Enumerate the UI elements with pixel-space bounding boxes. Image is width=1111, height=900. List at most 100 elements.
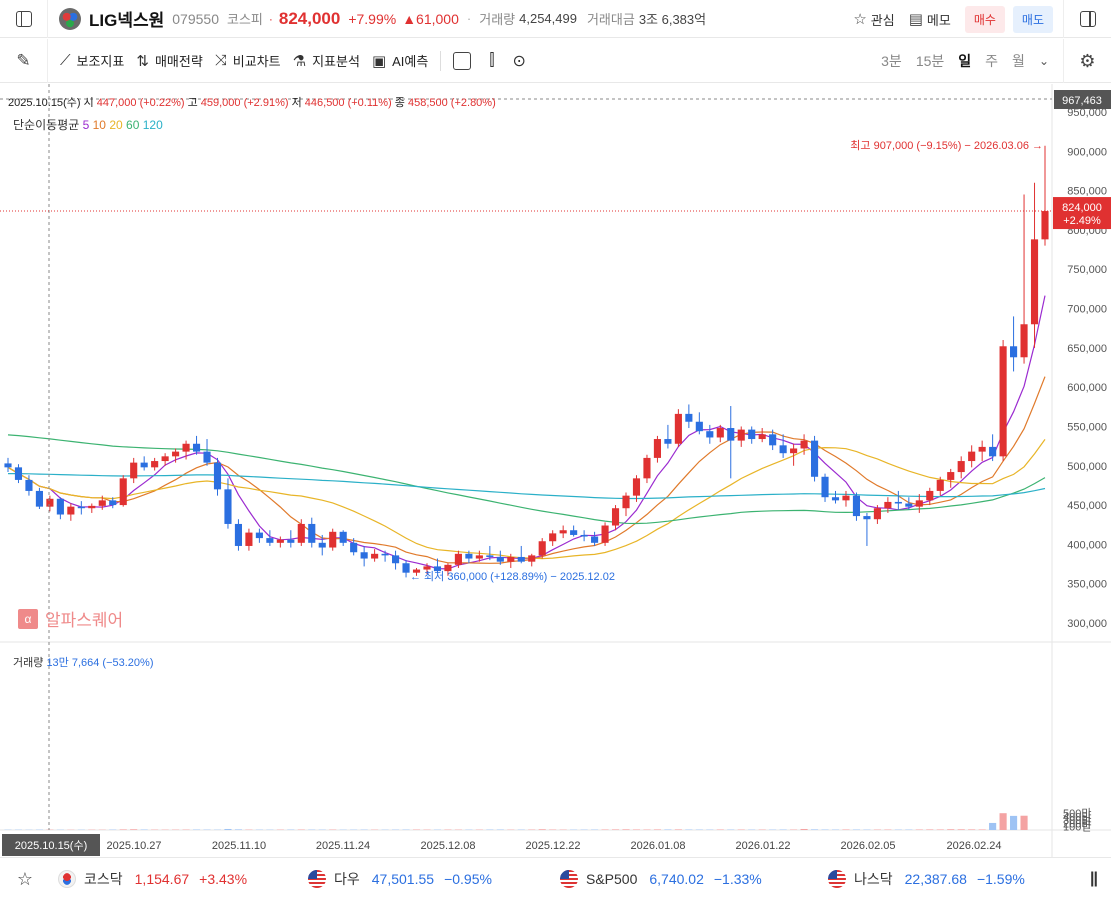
market-index-bar: ☆ 코스닥 1,154.67 +3.43% 다우 47,501.55 −0.95… (0, 857, 1111, 900)
watch-button[interactable]: ☆ 관심 (853, 10, 894, 29)
settings-button[interactable]: ⚙ (1063, 39, 1111, 83)
candle (392, 550, 400, 570)
price-chart[interactable]: 950,000900,000850,000800,000750,000700,0… (0, 84, 1111, 857)
candle-body (926, 490, 934, 501)
volume-bar (119, 829, 127, 830)
candle (98, 495, 106, 510)
chevron-down-icon[interactable]: ⌄ (1038, 54, 1049, 68)
ai-chip-icon: ▣ (371, 52, 387, 70)
date-tick-label: 2025.12.22 (525, 840, 580, 852)
candle (454, 550, 462, 568)
candle-body (968, 451, 976, 462)
period-week[interactable]: 주 (985, 53, 999, 69)
screenshot-button[interactable]: ⊙ (512, 51, 525, 71)
candle-body (601, 525, 609, 543)
candle (842, 490, 850, 507)
separator-dot: · (268, 11, 273, 26)
right-panel-toggle-button[interactable] (1063, 0, 1111, 38)
period-3min[interactable]: 3분 (881, 53, 902, 69)
company-logo (59, 7, 81, 30)
candle-body (915, 500, 923, 507)
favorite-star-icon[interactable]: ☆ (16, 868, 34, 889)
candle-body (182, 443, 190, 452)
candle-body (957, 461, 965, 473)
candle-body (224, 489, 232, 524)
sell-button[interactable]: 매도 (1012, 5, 1053, 33)
candle (748, 426, 756, 444)
candle-body (88, 505, 96, 509)
candle-body (580, 534, 588, 537)
candle-body (25, 479, 33, 491)
candle-body (611, 508, 620, 526)
candle (109, 497, 117, 509)
volume-bar (538, 829, 546, 830)
candle-body (1030, 239, 1039, 325)
index-dow[interactable]: 다우 47,501.55 −0.95% (308, 869, 560, 889)
period-day[interactable]: 일 (958, 53, 972, 69)
volume-bar (915, 829, 923, 830)
volume-bar (601, 829, 609, 830)
candle (549, 530, 557, 546)
candle-body (706, 431, 714, 438)
candle (119, 475, 127, 507)
candle (444, 563, 452, 576)
candle (601, 522, 609, 546)
ma-60-line (7, 434, 1046, 525)
candle (769, 429, 777, 451)
alpha-logo-icon: α (18, 608, 38, 629)
candle-body (884, 501, 892, 509)
candle-body (863, 516, 871, 520)
panel-left-icon (15, 10, 32, 27)
candle (360, 545, 368, 567)
period-15min[interactable]: 15분 (915, 53, 945, 69)
ai-predict-button[interactable]: ▣ AI예측 (372, 51, 428, 70)
candle (339, 530, 347, 546)
candle-body (151, 461, 159, 468)
date-tick-label: 2025.11.10 (212, 840, 266, 852)
pause-ticker-button[interactable]: || (1090, 870, 1098, 887)
index-kosdaq[interactable]: 코스닥 1,154.67 +3.43% (58, 869, 308, 889)
candle (622, 492, 630, 517)
memo-button[interactable]: ▤ 메모 (909, 10, 951, 29)
index-value: 47,501.55 (371, 871, 435, 887)
volume-bar (234, 829, 243, 830)
candle (810, 435, 819, 482)
candle-body (77, 506, 85, 509)
volume-bar (611, 829, 620, 830)
left-panel-toggle-button[interactable] (0, 0, 48, 38)
candle-body (947, 472, 955, 480)
stock-name[interactable]: LIG넥스원 (89, 11, 165, 30)
period-month[interactable]: 월 (1012, 53, 1025, 69)
date-tick-label: 2026.02.24 (946, 840, 1001, 852)
ma-legend[interactable]: 단순이동평균 5 10 20 60 120 (13, 116, 163, 133)
layout-square-button[interactable] (453, 51, 472, 70)
strategy-button[interactable]: ⇅ 매매전략 (136, 51, 202, 70)
indicator-button[interactable]: ⟋ 보조지표 (60, 51, 124, 70)
candle (989, 434, 997, 462)
min-price-annotation: ← 최저 360,000 (+128.89%) − 2025.12.02 (410, 570, 615, 583)
ma-legend-label: 단순이동평균 (13, 118, 80, 132)
candle (255, 528, 263, 543)
analysis-button[interactable]: ⚗ 지표분석 (293, 51, 360, 70)
analysis-icon: ⚗ (292, 52, 307, 70)
candle (140, 456, 148, 471)
candle (999, 339, 1007, 462)
index-nasdaq[interactable]: 나스닥 22,387.68 −1.59% (828, 869, 1025, 889)
candle-body (360, 552, 368, 559)
buy-button[interactable]: 매수 (964, 5, 1005, 33)
candle (706, 424, 714, 444)
candle-body (297, 523, 305, 543)
usa-flag-icon (560, 870, 578, 888)
candle-body (67, 506, 75, 515)
ohlc-date: 2025.10.15(수) (8, 97, 81, 109)
candle (4, 457, 12, 473)
volume-bar (653, 829, 661, 830)
candle-body (737, 429, 745, 441)
compare-button[interactable]: ⤨ 비교차트 (215, 51, 281, 70)
date-tick-label: 2025.11.24 (316, 840, 370, 852)
drawing-tool-button[interactable]: ✎ (0, 38, 48, 83)
candle-type-button[interactable]: ⫿ (489, 52, 494, 70)
header-actions: ☆ 관심 ▤ 메모 매수 매도 (853, 0, 1111, 38)
index-sp500[interactable]: S&P500 6,740.02 −1.33% (560, 870, 828, 888)
ma-5-label: 5 (82, 118, 90, 132)
